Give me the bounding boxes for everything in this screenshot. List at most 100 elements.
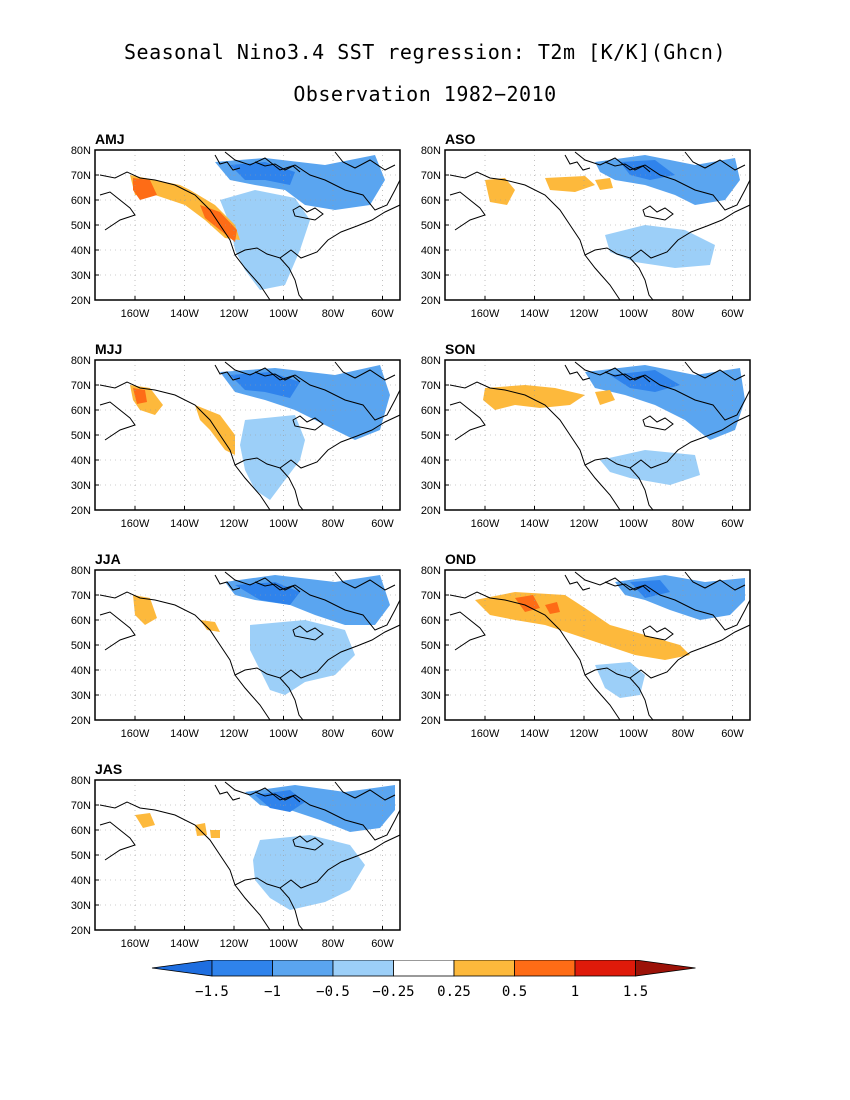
lat-tick-label: 60N (71, 615, 91, 627)
lat-tick-label: 30N (421, 480, 441, 492)
map-jas: 80N 70N 60N 50N 40N 30N 20N 160W 140W 120W 100W 80W… (71, 775, 401, 950)
panel-label-mjj: MJJ (95, 341, 123, 357)
lon-tick-label: 80W (672, 728, 695, 740)
coastline (224, 361, 401, 421)
coastline (574, 361, 751, 421)
panel-label-son: SON (445, 341, 476, 357)
lon-tick-label: 120W (220, 518, 249, 530)
coastline (334, 151, 396, 171)
lat-tick-label: 70N (71, 590, 91, 602)
coastline (684, 151, 746, 171)
anomaly-region-weak-positive (135, 813, 155, 828)
anomaly-region-positive (515, 595, 540, 612)
map-jja: 80N 70N 60N 50N 40N 30N 20N 160W 140W 120W 100W 80W… (71, 565, 401, 740)
lon-tick-label: 140W (170, 308, 199, 320)
coastline (279, 257, 304, 301)
anomaly-region-positive (133, 388, 147, 404)
coastline (684, 571, 746, 591)
coastline (604, 581, 651, 593)
lon-tick-label: 120W (570, 728, 599, 740)
coastline (564, 364, 591, 381)
coastline (574, 151, 751, 211)
coastline (449, 611, 486, 651)
lon-tick-label: 120W (570, 308, 599, 320)
lat-tick-label: 30N (71, 480, 91, 492)
coastline (604, 161, 651, 173)
lat-tick-label: 80N (71, 775, 91, 787)
lat-tick-label: 40N (71, 875, 91, 887)
map-panel-son: 80N 70N 60N 50N 40N 30N 20N 160W 140W 120W 100W 80W… (421, 341, 765, 530)
lon-tick-label: 160W (121, 728, 150, 740)
lat-tick-label: 80N (421, 355, 441, 367)
lat-tick-label: 80N (71, 565, 91, 577)
coastline (99, 381, 271, 511)
lat-tick-label: 50N (71, 850, 91, 862)
anomaly-region-weak-negative (250, 620, 355, 695)
lon-tick-label: 100W (619, 518, 648, 530)
lon-tick-label: 100W (619, 728, 648, 740)
lon-tick-label: 80W (672, 518, 695, 530)
lon-tick-label: 140W (520, 308, 549, 320)
coastline (449, 191, 486, 231)
lat-tick-label: 30N (421, 690, 441, 702)
panel-label-jas: JAS (95, 761, 123, 777)
coastline (214, 364, 241, 381)
coastline (224, 571, 401, 631)
anomaly-region-strong-negative (630, 580, 670, 598)
figure-subtitle: Observation 1982−2010 (293, 82, 557, 106)
map-panel-jas: 80N 70N 60N 50N 40N 30N 20N 160W 140W 120W 100W 80W… (71, 761, 415, 950)
coastline (684, 361, 746, 381)
lon-tick-label: 140W (170, 728, 199, 740)
map-panel-amj: 80N 70N 60N 50N 40N 30N 20N 160W 140W 120W 100W 80W… (71, 131, 415, 320)
coastline (334, 571, 396, 591)
lon-tick-label: 120W (570, 518, 599, 530)
colorbar-tick-label: −0.25 (372, 984, 414, 1000)
lat-tick-label: 50N (71, 640, 91, 652)
coastline (99, 821, 136, 861)
lat-tick-label: 80N (421, 145, 441, 157)
colorbar-segment (272, 960, 334, 977)
colorbar-tick-label: 0.5 (502, 984, 527, 1000)
lat-tick-label: 60N (421, 615, 441, 627)
colorbar-segment (332, 960, 394, 977)
lon-tick-label: 60W (721, 518, 744, 530)
lat-tick-label: 50N (71, 220, 91, 232)
lon-tick-label: 100W (269, 308, 298, 320)
lon-tick-label: 140W (170, 518, 199, 530)
lon-tick-label: 160W (471, 728, 500, 740)
map-amj: 80N 70N 60N 50N 40N 30N 20N 160W 140W 120W 100W 80W… (71, 145, 401, 320)
lon-tick-label: 100W (269, 518, 298, 530)
map-mjj: 80N 70N 60N 50N 40N 30N 20N 160W 140W 120W 100W 80W… (71, 355, 401, 530)
coastline (279, 467, 304, 511)
anomaly-region-weak-positive (195, 823, 207, 836)
lon-tick-label: 80W (322, 728, 345, 740)
lat-tick-label: 60N (71, 195, 91, 207)
coastline (584, 624, 751, 679)
coastline (292, 415, 324, 431)
lon-tick-label: 160W (121, 938, 150, 950)
lon-tick-label: 100W (269, 938, 298, 950)
coastline (574, 571, 751, 631)
lon-tick-label: 120W (220, 938, 249, 950)
colorbar-tick-label: −0.5 (316, 984, 350, 1000)
coastline (254, 161, 301, 173)
lon-tick-label: 160W (471, 308, 500, 320)
anomaly-region-positive (133, 178, 157, 200)
colorbar-segment (514, 960, 576, 977)
panel-label-ond: OND (445, 551, 477, 567)
coastline (254, 371, 301, 383)
lat-tick-label: 70N (421, 590, 441, 602)
lat-tick-label: 70N (71, 170, 91, 182)
anomaly-region-strong-negative (235, 582, 300, 605)
lon-tick-label: 140W (520, 518, 549, 530)
lat-tick-label: 30N (71, 900, 91, 912)
lon-tick-label: 80W (322, 308, 345, 320)
map-panel-ond: 80N 70N 60N 50N 40N 30N 20N 160W 140W 120W 100W 80W… (421, 551, 765, 740)
lon-tick-label: 160W (121, 308, 150, 320)
lat-tick-label: 50N (421, 640, 441, 652)
coastline (584, 204, 751, 259)
colorbar-arrow-left (151, 960, 213, 977)
figure-title: Seasonal Nino3.4 SST regression: T2m [K/… (124, 40, 726, 64)
map-aso: 80N 70N 60N 50N 40N 30N 20N 160W 140W 120W 100W 80W… (421, 145, 751, 320)
lat-tick-label: 60N (421, 195, 441, 207)
